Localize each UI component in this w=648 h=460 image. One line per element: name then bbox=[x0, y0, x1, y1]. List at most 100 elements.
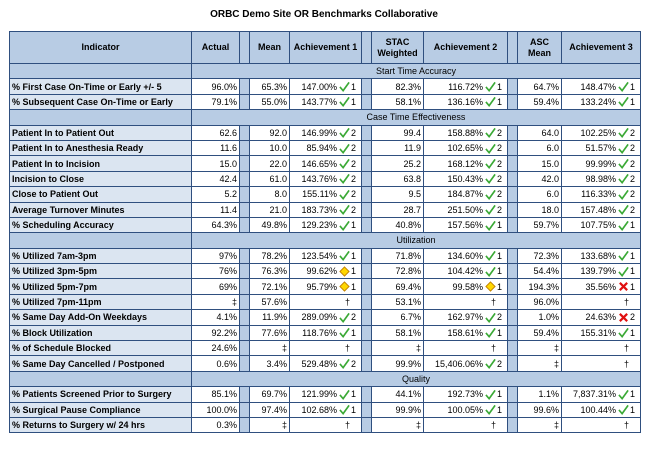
achievement-cell: 123.54% 1 bbox=[289, 247, 362, 265]
check-icon bbox=[339, 97, 350, 108]
spacer-cell bbox=[507, 340, 518, 357]
spacer-header bbox=[507, 31, 518, 64]
spacer-cell bbox=[239, 309, 250, 326]
achievement-rank: 1 bbox=[630, 250, 636, 261]
achievement-value: † bbox=[623, 343, 629, 354]
achievement-cell: 147.00% 1 bbox=[289, 78, 362, 95]
mean-cell: 10.0 bbox=[249, 139, 290, 157]
indicator-cell: % Returns to Surgery w/ 24 hrs bbox=[9, 416, 192, 434]
achievement-value: 100.44% bbox=[580, 404, 616, 415]
achievement-value: 133.68% bbox=[580, 250, 616, 261]
asc-cell: 59.4% bbox=[517, 93, 562, 111]
data-row: % Utilized 7am-3pm 97% 78.2% 123.54% 1 71.8% 1… bbox=[9, 247, 641, 265]
check-icon bbox=[485, 312, 496, 323]
asc-cell: 96.0% bbox=[517, 293, 562, 311]
achievement-value: 136.16% bbox=[447, 96, 483, 107]
achievement-rank: 1 bbox=[497, 281, 503, 292]
check-icon bbox=[618, 328, 629, 339]
achievement-cell: 136.16% 1 bbox=[423, 93, 508, 111]
mean-cell: 72.1% bbox=[249, 278, 290, 295]
section-title: Quality bbox=[191, 370, 641, 388]
mean-cell: 11.9% bbox=[249, 309, 290, 326]
data-row: Incision to Close 42.4 61.0 143.76% 2 63.8 150… bbox=[9, 170, 641, 188]
achievement-content: † bbox=[564, 343, 638, 353]
check-icon bbox=[339, 143, 350, 154]
achievement-value: 85.94% bbox=[306, 143, 337, 154]
achievement-cell: 139.79% 1 bbox=[561, 263, 641, 280]
mean-cell: 97.4% bbox=[249, 401, 290, 418]
achievement-content: 24.63% 2 bbox=[564, 312, 638, 323]
spacer-cell bbox=[361, 263, 372, 280]
spacer-cell bbox=[361, 309, 372, 326]
asc-cell: 64.0 bbox=[517, 124, 562, 141]
achievement-cell: 118.76% 1 bbox=[289, 324, 362, 342]
mean-cell: 76.3% bbox=[249, 263, 290, 280]
spacer-cell bbox=[239, 216, 250, 234]
achievement-cell: 98.98% 2 bbox=[561, 170, 641, 188]
data-row: % Same Day Cancelled / Postponed 0.6% 3.4%… bbox=[9, 355, 641, 372]
achievement-content: 99.58% 1 bbox=[426, 281, 505, 292]
achievement-cell: † bbox=[289, 340, 362, 357]
achievement-content: 99.62% 1 bbox=[292, 266, 359, 277]
achievement-rank: 2 bbox=[351, 143, 357, 154]
achievement-value: 104.42% bbox=[447, 266, 483, 277]
indicator-cell: % Scheduling Accuracy bbox=[9, 216, 192, 234]
achievement-value: 143.77% bbox=[301, 96, 337, 107]
spacer-cell bbox=[239, 324, 250, 342]
mean-cell: 21.0 bbox=[249, 201, 290, 218]
stac-cell: 99.9% bbox=[371, 401, 424, 418]
indicator-cell: Average Turnover Minutes bbox=[9, 201, 192, 218]
achievement-cell: 24.63% 2 bbox=[561, 309, 641, 326]
achievement-content: 133.68% 1 bbox=[564, 250, 638, 262]
actual-cell: 0.6% bbox=[191, 355, 240, 372]
indicator-cell: % Utilized 5pm-7pm bbox=[9, 278, 192, 295]
asc-cell: ‡ bbox=[517, 355, 562, 372]
achievement-value: 15,406.06% bbox=[434, 358, 483, 369]
section-title: Case Time Effectiveness bbox=[191, 109, 641, 126]
achievement-rank: 1 bbox=[630, 266, 636, 277]
achievement-value: † bbox=[344, 343, 350, 354]
achievement-value: † bbox=[623, 420, 629, 431]
asc-cell: 72.3% bbox=[517, 247, 562, 265]
spacer-cell bbox=[239, 416, 250, 434]
spacer-cell bbox=[239, 340, 250, 357]
actual-cell: 4.1% bbox=[191, 309, 240, 326]
achievement-value: 121.99% bbox=[301, 389, 337, 400]
stac-cell: ‡ bbox=[371, 340, 424, 357]
achievement-cell: 158.88% 2 bbox=[423, 124, 508, 141]
mean-cell: 55.0% bbox=[249, 93, 290, 111]
achievement-cell: 146.65% 2 bbox=[289, 155, 362, 172]
spacer-cell bbox=[507, 293, 518, 311]
indicator-cell: Patient In to Incision bbox=[9, 155, 192, 172]
indicator-cell: % Same Day Cancelled / Postponed bbox=[9, 355, 192, 372]
achievement-rank: 2 bbox=[351, 189, 357, 200]
section-row: Case Time Effectiveness bbox=[9, 109, 641, 126]
section-row: Start Time Accuracy bbox=[9, 62, 641, 80]
spacer-cell bbox=[239, 139, 250, 157]
check-icon bbox=[485, 189, 496, 200]
achievement-content: † bbox=[292, 420, 359, 430]
achievement-cell: 121.99% 1 bbox=[289, 386, 362, 403]
achievement-cell: 134.60% 1 bbox=[423, 247, 508, 265]
achievement-rank: 1 bbox=[497, 250, 503, 261]
mean-cell: 3.4% bbox=[249, 355, 290, 372]
achievement-content: 134.60% 1 bbox=[426, 250, 505, 262]
spacer-cell bbox=[239, 355, 250, 372]
check-icon bbox=[618, 81, 629, 93]
achievement-rank: 1 bbox=[630, 281, 636, 292]
achievement-cell: † bbox=[561, 340, 641, 357]
stac-cell: 58.1% bbox=[371, 93, 424, 111]
achievement-cell: 143.76% 2 bbox=[289, 170, 362, 188]
achievement-value: 98.98% bbox=[585, 173, 616, 184]
achievement-content: 107.75% 1 bbox=[564, 220, 638, 231]
achievement-rank: 1 bbox=[497, 327, 503, 338]
achievement-content: 129.23% 1 bbox=[292, 220, 359, 231]
achievement-value: 35.56% bbox=[585, 281, 616, 292]
asc-cell: 15.0 bbox=[517, 155, 562, 172]
stac-cell: 71.8% bbox=[371, 247, 424, 265]
check-icon bbox=[339, 359, 350, 370]
mean-cell: 77.6% bbox=[249, 324, 290, 342]
achievement-cell: 184.87% 2 bbox=[423, 186, 508, 203]
spacer-cell bbox=[507, 355, 518, 372]
achievement-content: 139.79% 1 bbox=[564, 266, 638, 277]
